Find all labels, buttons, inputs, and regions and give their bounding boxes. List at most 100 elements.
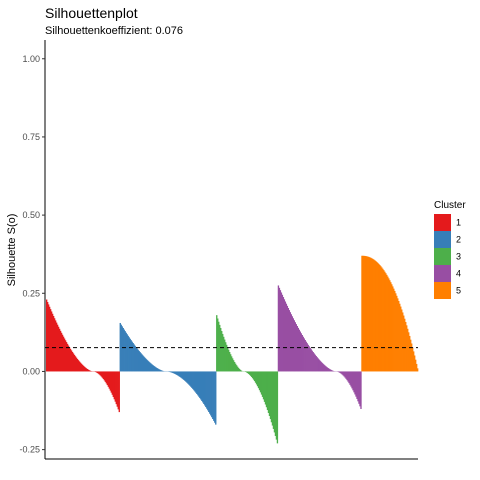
silhouette-bar (398, 300, 400, 372)
silhouette-bar (63, 338, 66, 372)
silhouette-bar (77, 360, 80, 372)
silhouette-bar (292, 318, 295, 372)
silhouette-bar (149, 362, 151, 372)
silhouette-bar (127, 335, 129, 372)
silhouette-bar (100, 371, 103, 377)
silhouette-bar (50, 311, 53, 372)
legend-swatch-cluster-5 (434, 282, 451, 299)
silhouette-bar (235, 365, 238, 372)
silhouette-bar (368, 256, 370, 372)
silhouette-bar (327, 367, 329, 372)
silhouette-bar (391, 284, 393, 372)
silhouette-bar (186, 371, 188, 383)
silhouette-bar (206, 371, 208, 409)
y-tick-label: 1.00 (22, 54, 40, 64)
silhouette-bar (215, 371, 217, 425)
silhouette-bar (405, 321, 407, 372)
silhouette-bar (143, 356, 145, 372)
silhouette-bar (145, 358, 147, 372)
silhouette-bar (255, 371, 258, 385)
silhouette-bar (64, 340, 67, 372)
silhouette-bar (160, 370, 162, 372)
silhouette-bar (171, 371, 173, 373)
silhouette-bar (52, 316, 55, 372)
silhouette-bar (314, 354, 316, 372)
silhouette-bar (216, 315, 218, 372)
silhouette-bar (258, 371, 261, 391)
silhouette-bar (332, 370, 334, 372)
silhouette-bar (175, 371, 177, 375)
silhouette-bar (234, 363, 237, 372)
silhouette-bar (342, 371, 344, 376)
silhouette-bar (82, 365, 85, 372)
silhouette-bar (358, 371, 360, 404)
silhouette-bar (200, 371, 202, 400)
silhouette-bar (355, 371, 357, 397)
silhouette-bar (228, 349, 230, 372)
silhouette-bar (329, 369, 331, 372)
silhouette-bar (135, 347, 137, 372)
silhouette-bar (353, 371, 355, 393)
silhouette-bar (283, 299, 286, 372)
silhouette-bar (348, 371, 350, 384)
silhouette-bar (107, 371, 110, 387)
silhouette-bar (399, 303, 401, 372)
silhouette-bar (112, 371, 114, 397)
silhouette-bar (53, 318, 56, 372)
silhouette-bar (370, 257, 372, 372)
silhouette-bar (263, 371, 266, 402)
silhouette-bar (59, 330, 62, 372)
silhouette-bar (57, 326, 60, 372)
silhouette-bar (324, 365, 326, 372)
silhouette-bar (170, 371, 172, 373)
silhouette-bar (309, 347, 311, 372)
silhouette-bar (320, 361, 322, 372)
silhouette-bar (394, 290, 396, 372)
silhouette-bar (225, 342, 227, 372)
silhouette-bar (162, 370, 164, 372)
silhouette-bar (371, 258, 373, 372)
silhouette-bar (415, 359, 417, 372)
silhouette-bar (318, 359, 320, 372)
silhouette-bar (306, 343, 308, 372)
silhouette-bar (322, 363, 324, 372)
silhouette-bar (251, 371, 254, 379)
silhouette-bar (144, 357, 146, 372)
silhouette-bar (401, 309, 403, 372)
silhouette-bar (412, 347, 414, 372)
silhouette-bar (141, 354, 143, 372)
legend-label-cluster-2: 2 (456, 235, 461, 245)
silhouette-bar (105, 371, 108, 384)
silhouette-bar (199, 371, 201, 399)
silhouette-bar (304, 340, 306, 372)
silhouette-bar (190, 371, 192, 387)
silhouette-bar (116, 371, 118, 407)
silhouette-bar (310, 349, 312, 372)
silhouette-bar (315, 355, 317, 372)
silhouette-bar (94, 371, 97, 372)
silhouette-bar (378, 263, 380, 372)
silhouette-bar (239, 369, 242, 372)
silhouette-bar (288, 310, 291, 372)
silhouette-bar (352, 371, 354, 391)
silhouette-bar (207, 371, 209, 411)
silhouette-bar (125, 332, 127, 372)
cluster-2-bars (119, 322, 217, 425)
silhouette-bar (349, 371, 351, 385)
silhouette-bar (187, 371, 189, 384)
silhouette-bar (313, 353, 315, 372)
silhouette-bar (307, 344, 309, 372)
silhouette-bar (97, 371, 100, 374)
silhouette-bar (400, 306, 402, 372)
silhouette-bar (48, 306, 51, 372)
silhouette-bar (416, 363, 418, 372)
silhouette-bar (360, 371, 362, 409)
legend-swatch-cluster-2 (434, 231, 451, 248)
cluster-3-bars (216, 315, 279, 444)
silhouette-bars (46, 255, 419, 444)
silhouette-bar (131, 341, 133, 372)
silhouette-bar (221, 331, 223, 372)
silhouette-bar (148, 361, 150, 372)
silhouette-bar (395, 293, 397, 372)
silhouette-bar (317, 358, 319, 372)
